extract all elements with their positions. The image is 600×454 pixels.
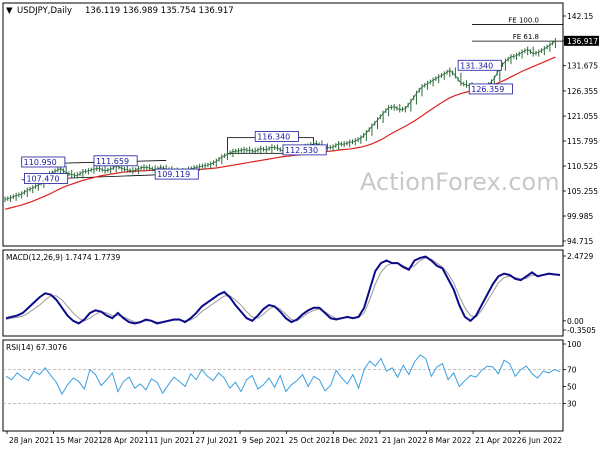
macd-y-label: -0.3505 — [567, 326, 596, 335]
fib-label: FE 61.8 — [513, 33, 539, 41]
x-tick-label: 8 Mar 2022 — [428, 436, 471, 445]
x-tick-label: 25 Oct 2021 — [289, 436, 336, 445]
price-y-label: 131.675 — [567, 62, 598, 71]
price-annotation-box — [254, 131, 299, 142]
macd-y-label: 2.4729 — [567, 252, 593, 261]
price-annotation: 110.950 — [24, 158, 57, 167]
price-annotation-box — [282, 144, 327, 156]
chart-symbol: USDJPY,Daily — [17, 6, 72, 16]
price-y-label: 126.355 — [567, 87, 598, 96]
macd-y-label: 0.00 — [567, 317, 584, 326]
x-tick-label: 27 Jul 2021 — [195, 436, 238, 445]
price-line — [4, 40, 556, 200]
x-tick-label: 28 Jan 2021 — [9, 436, 54, 445]
last-price-label: 136.917 — [567, 37, 598, 46]
rsi-y-label: 50 — [567, 383, 577, 392]
price-annotation: 107.470 — [26, 174, 59, 183]
price-panel-frame — [2, 2, 564, 247]
price-y-label: 142.15 — [567, 12, 593, 21]
price-annotation: 116.340 — [257, 132, 290, 141]
rsi-line — [5, 354, 561, 396]
price-y-label: 105.255 — [567, 187, 598, 196]
price-annotation-box — [24, 173, 69, 184]
macd-panel-frame — [2, 249, 564, 337]
watermark: ActionForex.com — [360, 168, 560, 196]
x-tick-label: 11 Jun 2021 — [149, 436, 194, 445]
price-annotation: 126.359 — [471, 85, 504, 94]
macd-title: MACD(12,26,9) 1.7474 1.7739 — [6, 253, 120, 262]
x-tick-label: 28 Apr 2021 — [102, 436, 149, 445]
rsi-y-label: 100 — [567, 340, 582, 349]
x-tick-label: 8 Dec 2021 — [335, 436, 378, 445]
price-annotation-box — [457, 59, 502, 71]
x-tick-label: 9 Sep 2021 — [242, 436, 285, 445]
macd-signal-line — [5, 257, 560, 323]
price-annotation: 131.340 — [460, 61, 493, 70]
price-y-label: 99.985 — [567, 212, 593, 221]
price-annotation-box — [93, 155, 138, 167]
sma-line — [4, 56, 556, 210]
chart-ohlc: 136.119 136.989 135.754 136.917 — [85, 6, 234, 16]
price-y-label: 110.525 — [567, 162, 598, 171]
rsi-y-label: 30 — [567, 400, 577, 409]
price-annotation: 112.530 — [285, 146, 318, 155]
rsi-title: RSI(14) 67.3076 — [6, 343, 67, 352]
rsi-y-label: 70 — [567, 366, 577, 375]
price-annotation: 109.119 — [157, 170, 190, 179]
price-y-label: 94.715 — [567, 237, 593, 246]
price-y-label: 115.795 — [567, 137, 598, 146]
rsi-panel-frame — [2, 339, 564, 432]
symbol-icon: ▼ — [6, 6, 13, 16]
fib-label: FE 100.0 — [508, 17, 539, 25]
macd-line — [5, 255, 561, 325]
price-annotation: 111.659 — [96, 157, 129, 166]
x-tick-label: 21 Apr 2022 — [475, 436, 522, 445]
last-price-marker — [564, 35, 599, 46]
price-annotation-box — [154, 168, 199, 180]
price-y-label: 121.055 — [567, 112, 598, 121]
x-tick-label: 6 Jun 2022 — [522, 436, 563, 445]
price-annotation-box — [468, 83, 513, 95]
x-tick-label: 15 Mar 2021 — [56, 436, 104, 445]
x-tick-label: 21 Jan 2022 — [382, 436, 427, 445]
price-annotation-box — [21, 156, 66, 168]
